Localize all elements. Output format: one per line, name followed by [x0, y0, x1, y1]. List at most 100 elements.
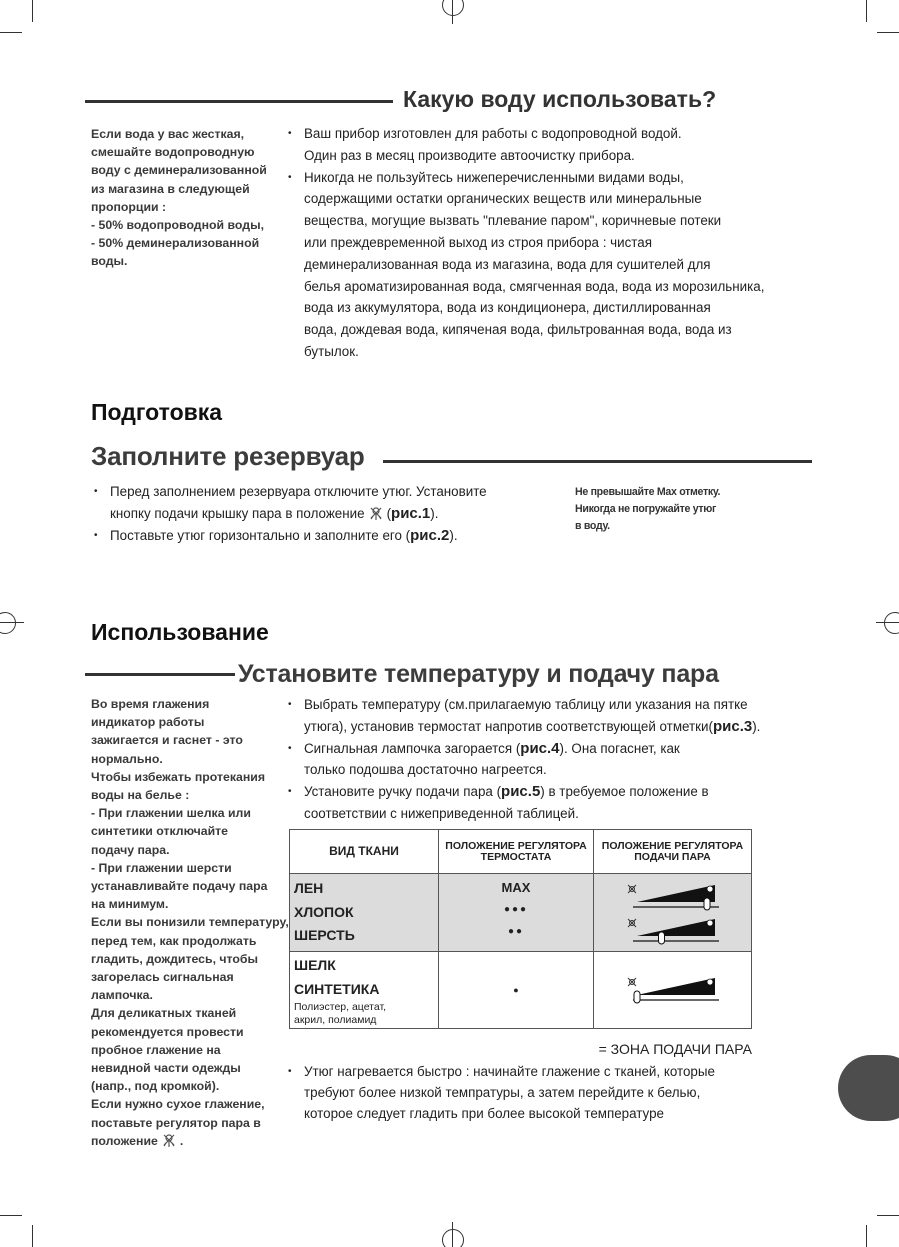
bullet-icon: •: [94, 529, 98, 541]
text-line: содержащими остатки органических веществ…: [304, 188, 764, 210]
crop-mark: [0, 1215, 22, 1216]
note-line: Во время глажения: [91, 697, 210, 711]
text-line: вещества, могущие вызвать "плевание паро…: [304, 210, 764, 232]
bullet-icon: •: [288, 128, 292, 139]
note-line: (напр., под кромкой).: [91, 1079, 220, 1094]
note-line: подачу пара.: [91, 842, 170, 857]
note-line: зажигается и гаснет - это: [91, 733, 243, 748]
crop-mark: [866, 1225, 867, 1247]
fabric-cell: ШЕЛК СИНТЕТИКА Полиэстер, ацетат, акрил,…: [289, 951, 439, 1029]
text-segment: только подошва достаточно нагреется.: [304, 762, 547, 778]
registration-mark: [0, 622, 24, 623]
text-segment: (: [386, 505, 392, 521]
text-line: или преждевременной выход из строя прибо…: [304, 232, 764, 254]
text-segment: требуют более низкой темпратуры, а затем…: [304, 1085, 701, 1100]
text-segment: вода, дождевая вода, кипяченая вода, фил…: [304, 322, 732, 338]
text-segment: кнопку подачи крышку пара в положение: [110, 505, 365, 521]
text-segment: Ваш прибор изготовлен для работы с водоп…: [304, 126, 682, 141]
text-segment: которое следует гладить при более высоко…: [304, 1106, 664, 1121]
bullet-icon: •: [288, 171, 292, 183]
bullet-icon: •: [288, 699, 292, 710]
note-line: на минимум.: [91, 897, 169, 912]
text-line: Утюг нагревается быстро : начинайте глаж…: [288, 1061, 715, 1082]
note-text: положение: [91, 1133, 158, 1148]
final-bullet: Утюг нагревается быстро : начинайте глаж…: [288, 1061, 715, 1124]
use-side-note-lines: Во время глажения индикатор работы зажигае…: [91, 695, 289, 1132]
crop-mark: [0, 32, 22, 33]
steam-slider-icon: [598, 880, 747, 914]
heading-rule: [85, 100, 393, 103]
crop-mark: [877, 32, 899, 33]
thermostat-cell: MAX ●●● ●●: [438, 873, 594, 952]
fabric-cell: ЛЕН ХЛОПОК ШЕРСТЬ: [289, 873, 439, 952]
prep-bullets: Перед заполнением резервуара отключите у…: [94, 481, 487, 546]
note-line: устанавливайте подачу пара: [91, 879, 268, 894]
table-row: ШЕЛК СИНТЕТИКА Полиэстер, ацетат, акрил,…: [289, 951, 752, 1029]
text-line: Ваш прибор изготовлен для работы с водоп…: [288, 123, 764, 145]
text-segment: содержащими остатки органических веществ…: [304, 191, 702, 207]
bullet-icon: •: [288, 786, 292, 798]
text-line: соответствии с нижеприведенной таблицей.: [304, 803, 760, 825]
heading-rule: [85, 673, 235, 676]
text-line: деминерализованная вода из магазина, вод…: [304, 254, 764, 276]
text-line: кнопку подачи крышку пара в положение (ри…: [110, 503, 487, 525]
text-segment: деминерализованная вода из магазина, вод…: [304, 256, 711, 272]
page-tab-marker: [838, 1055, 899, 1121]
text-segment: или преждевременной выход из строя прибо…: [304, 234, 652, 250]
note-line: индикатор работы: [91, 715, 205, 730]
text-segment: Сигнальная лампочка загорается (: [304, 740, 521, 756]
text-segment: Перед заполнением резервуара отключите у…: [110, 484, 487, 499]
note-line: Никогда не погружайте утюг: [575, 503, 717, 515]
text-segment: соответствии с нижеприведенной таблицей.: [304, 805, 579, 821]
section-title-use: Использование: [91, 619, 269, 645]
registration-mark: [0, 612, 16, 634]
text-line: вода, дождевая вода, кипяченая вода, фил…: [304, 319, 764, 341]
section-title-water: Какую воду использовать?: [403, 86, 717, 112]
note-line: Для деликатных тканей: [91, 1006, 237, 1021]
note-line: синтетики отключайте: [91, 824, 229, 839]
subtitle-fill-tank: Заполните резервуар: [91, 441, 365, 471]
registration-mark: [876, 622, 899, 623]
text-segment: бутылок.: [304, 343, 359, 359]
fabric-linen: ЛЕН: [294, 880, 324, 896]
text-segment: ).: [752, 718, 761, 734]
use-side-note-last-line: положение.: [91, 1132, 289, 1150]
water-side-note: Если вода у вас жесткая, смешайте водопро…: [91, 125, 267, 271]
figure-reference: рис.1: [391, 504, 431, 522]
registration-mark: [452, 1222, 453, 1247]
text-segment: Поставьте утюг горизонтально и заполните…: [110, 527, 411, 543]
text-segment: ) в требуемое положение в: [540, 784, 709, 800]
steam-cell: [593, 873, 752, 952]
text-line: Перед заполнением резервуара отключите у…: [94, 481, 487, 503]
fabric-note: Полиэстер, ацетат,: [294, 1001, 387, 1013]
text-line: Никогда не пользуйтесь нижеперечисленным…: [288, 167, 764, 189]
text-segment: ).: [449, 527, 458, 543]
text-segment: Утюг нагревается быстро : начинайте глаж…: [304, 1064, 715, 1079]
text-line: Один раз в месяц производите автоочистку…: [304, 145, 764, 167]
text-line: вода из аккумулятора, вода из кондиционе…: [304, 297, 764, 319]
section-title-prep: Подготовка: [91, 399, 223, 425]
registration-mark: [884, 612, 899, 634]
steam-slider-icon: [598, 973, 747, 1007]
setting-two-dots: ●●: [507, 926, 525, 937]
steam-zone-legend: = ЗОНА ПОДАЧИ ПАРА: [598, 1041, 752, 1057]
header-fabric: ВИД ТКАНИ: [289, 829, 439, 874]
note-line: загорелась сигнальная: [91, 970, 234, 985]
note-line: в воду.: [575, 520, 610, 532]
text-line: требуют более низкой темпратуры, а затем…: [304, 1082, 715, 1103]
table-header-row: ВИД ТКАНИ ПОЛОЖЕНИЕ РЕГУЛЯТОРА ТЕРМОСТАТ…: [289, 829, 752, 874]
fabric-synthetic: СИНТЕТИКА: [294, 980, 380, 997]
note-line: воды.: [91, 254, 128, 269]
table-row: ЛЕН ХЛОПОК ШЕРСТЬ MAX ●●● ●●: [289, 873, 752, 952]
text-line: только подошва достаточно нагреется.: [304, 759, 760, 781]
setting-three-dots: ●●●: [503, 904, 529, 915]
use-bullets: Выбрать температуру (см.прилагаемую табл…: [288, 694, 761, 825]
fabric-settings-table: ВИД ТКАНИ ПОЛОЖЕНИЕ РЕГУЛЯТОРА ТЕРМОСТАТ…: [289, 829, 752, 1029]
dry-steam-icon: [163, 1134, 175, 1147]
figure-reference: рис.4: [520, 739, 560, 757]
registration-mark: [442, 0, 464, 16]
text-line: Выбрать температуру (см.прилагаемую табл…: [288, 694, 760, 716]
note-line: воду с деминерализованной: [91, 163, 267, 178]
figure-reference: рис.3: [712, 717, 753, 735]
